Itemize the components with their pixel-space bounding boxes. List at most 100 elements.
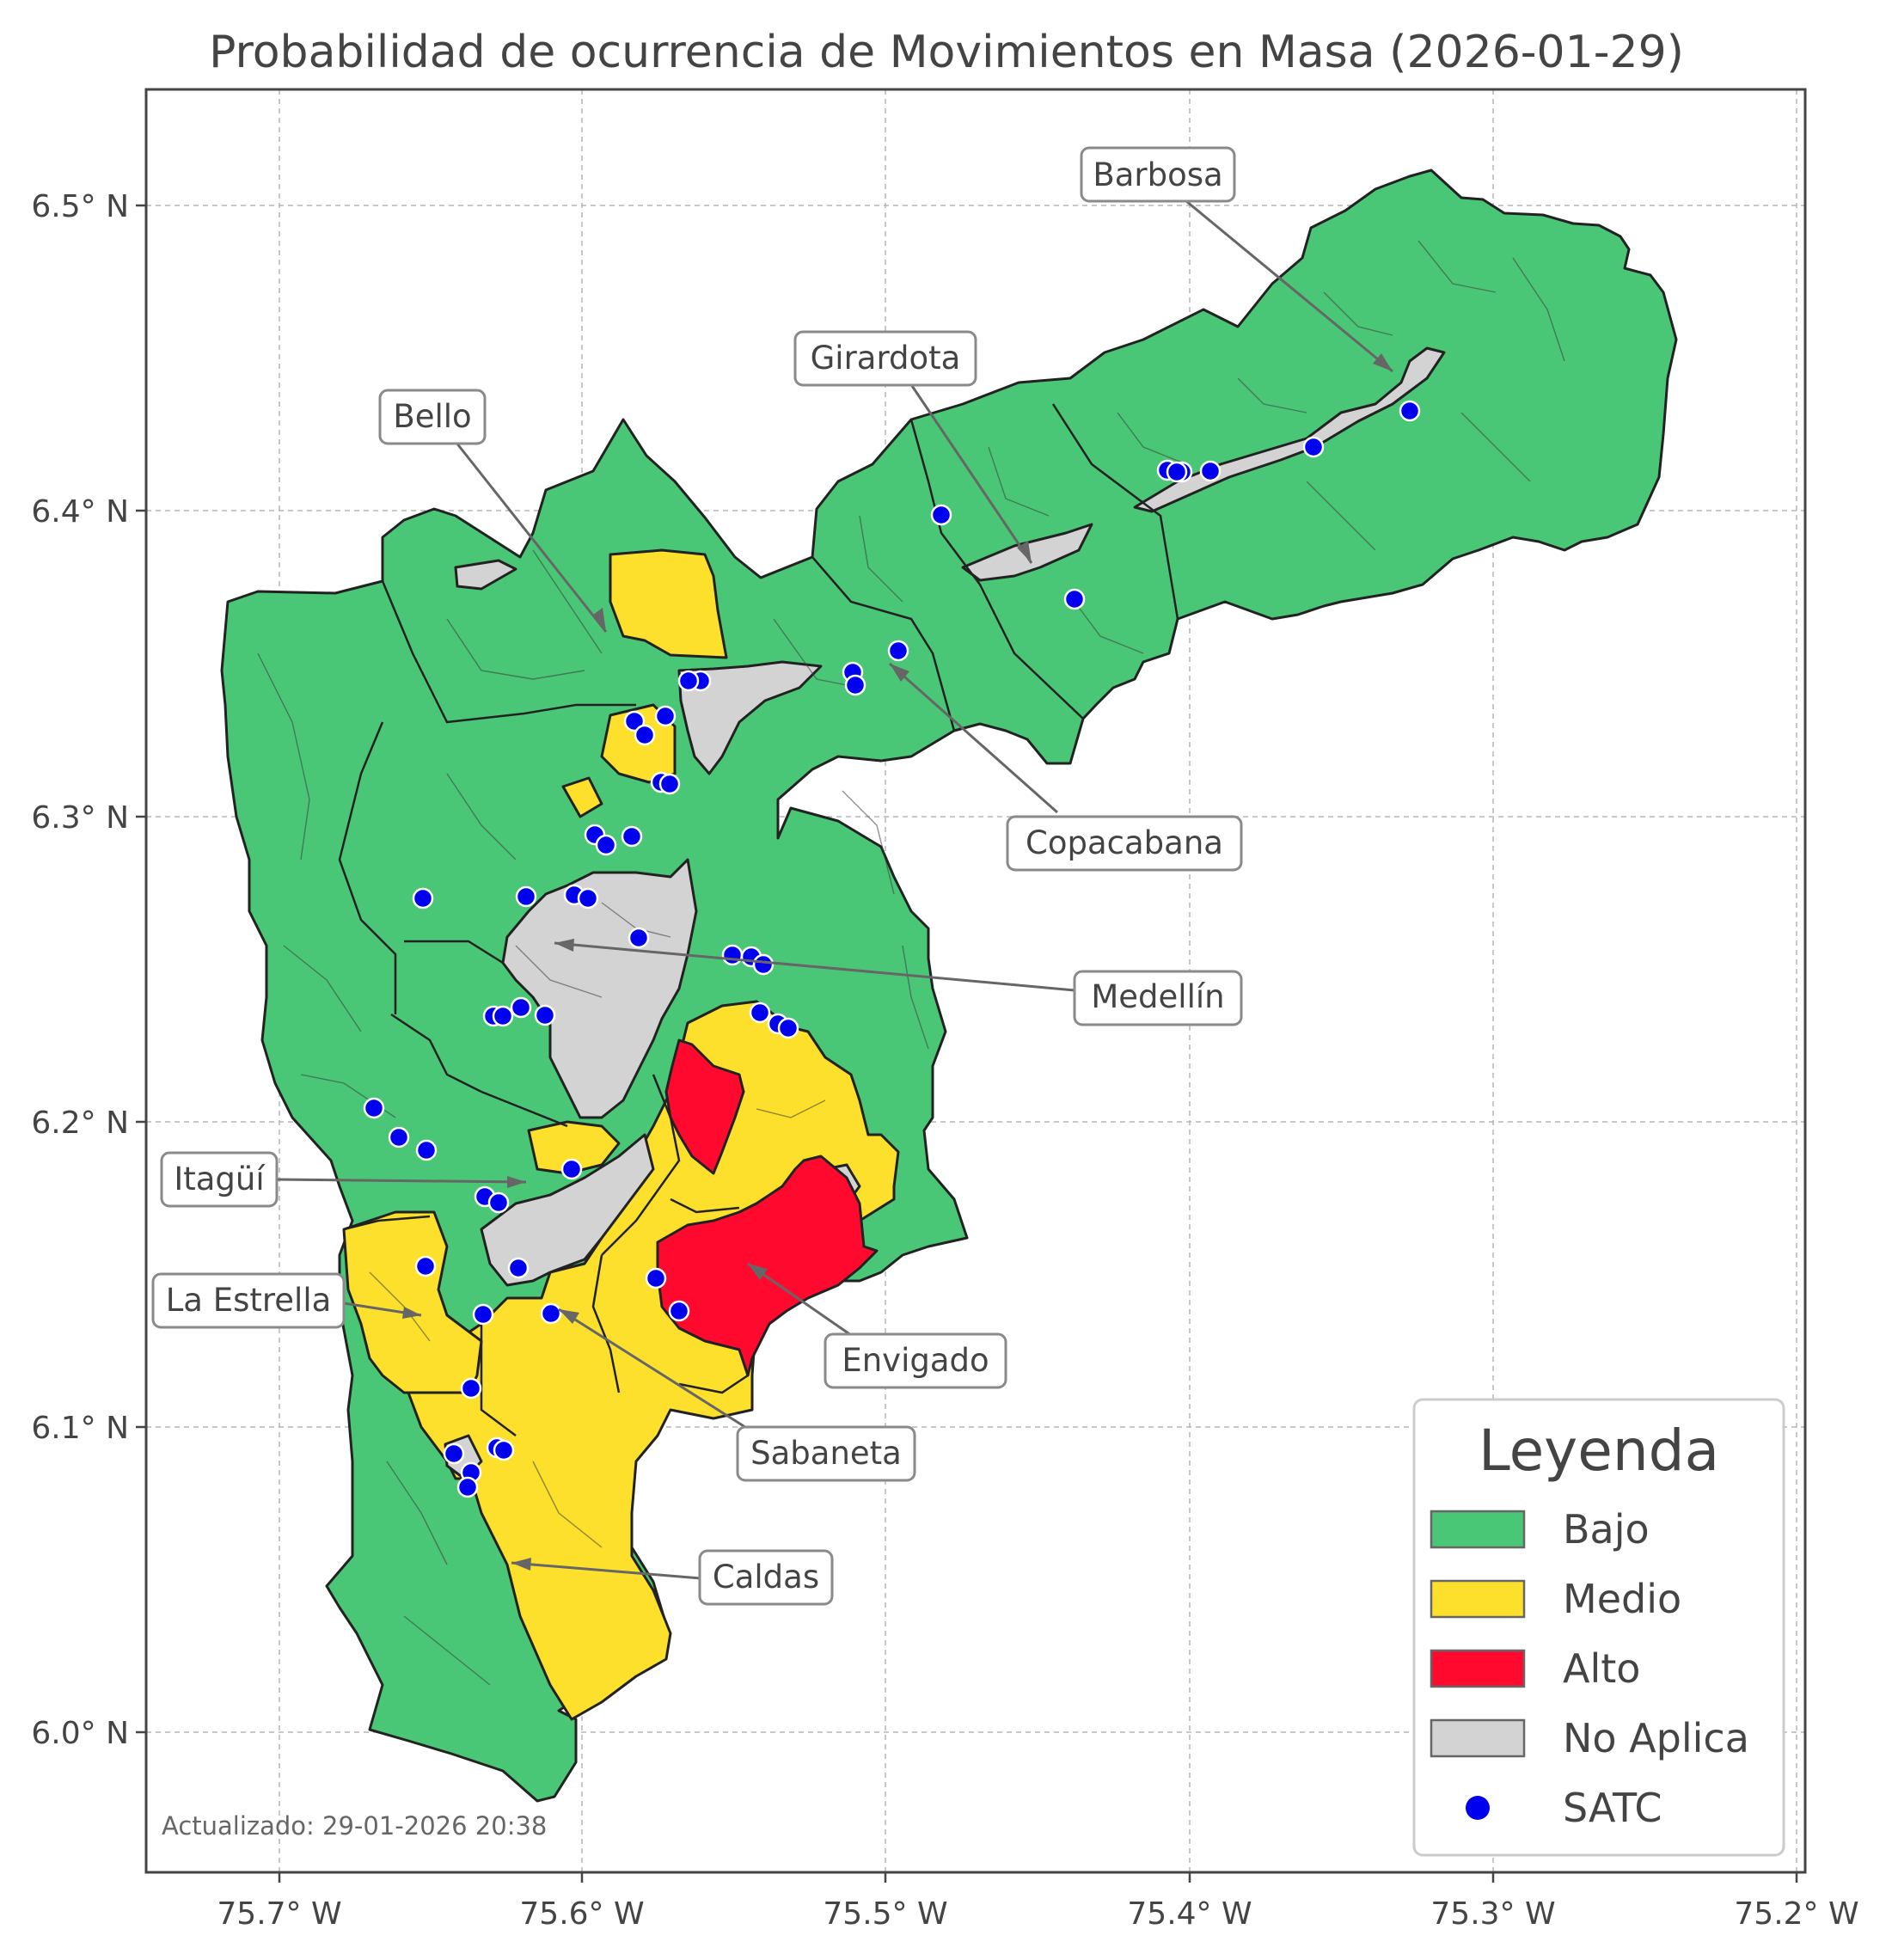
satc-station-marker[interactable] xyxy=(577,887,599,910)
region-medio-bello-2 xyxy=(561,776,603,818)
satc-station-marker[interactable] xyxy=(492,1005,514,1027)
x-tick-labels: 75.7° W 75.6° W 75.5° W 75.4° W 75.3° W … xyxy=(217,1896,1858,1932)
satc-station-marker[interactable] xyxy=(412,887,434,910)
satc-station-marker[interactable] xyxy=(1199,460,1222,482)
x-tick-label: 75.3° W xyxy=(1430,1896,1555,1932)
legend-item-bajo: Bajo xyxy=(1430,1506,1650,1553)
satc-station-marker[interactable] xyxy=(1063,588,1086,610)
x-tick-label: 75.6° W xyxy=(519,1896,644,1932)
satc-station-marker[interactable] xyxy=(752,953,775,976)
satc-station-marker[interactable] xyxy=(534,1004,556,1026)
callout-caldas: Caldas xyxy=(698,1549,834,1606)
callout-itagui: Itagüí xyxy=(160,1151,279,1208)
satc-station-marker[interactable] xyxy=(515,885,537,908)
satc-station-marker[interactable] xyxy=(645,1267,667,1289)
region-alto-medellin-east xyxy=(664,1038,745,1175)
map-title: Probabilidad de ocurrencia de Movimiento… xyxy=(209,27,1684,78)
satc-station-marker[interactable] xyxy=(887,640,909,662)
satc-station-marker[interactable] xyxy=(415,1139,438,1161)
satc-station-marker[interactable] xyxy=(493,1439,515,1461)
satc-station-marker[interactable] xyxy=(677,670,700,692)
callout-la-estrella: La Estrella xyxy=(151,1272,346,1329)
satc-station-marker[interactable] xyxy=(658,773,681,795)
callout-label: Itagüí xyxy=(174,1161,266,1197)
satc-stations xyxy=(363,400,1421,1498)
callout-medellin: Medellín xyxy=(1073,970,1243,1026)
satc-station-marker[interactable] xyxy=(628,927,650,949)
callout-arrowheads xyxy=(402,353,1393,1571)
satc-station-marker[interactable] xyxy=(507,1257,530,1279)
y-tick-label: 6.4° N xyxy=(31,494,129,530)
callout-label: Sabaneta xyxy=(750,1435,902,1472)
callout-bello: Bello xyxy=(378,389,487,445)
y-tick-label: 6.2° N xyxy=(31,1106,129,1141)
x-tick-label: 75.2° W xyxy=(1734,1896,1858,1932)
legend-label: Alto xyxy=(1563,1645,1640,1692)
satc-station-marker[interactable] xyxy=(930,504,952,526)
callout-label: Barbosa xyxy=(1093,156,1222,193)
region-no-aplica-copacabana xyxy=(677,660,823,775)
updated-timestamp: Actualizado: 29-01-2026 20:38 xyxy=(162,1811,547,1841)
callout-label: Medellín xyxy=(1091,978,1224,1015)
satc-station-marker[interactable] xyxy=(388,1126,410,1148)
axes-frame xyxy=(144,88,1807,1874)
satc-station-marker[interactable] xyxy=(654,705,677,727)
satc-station-marker[interactable] xyxy=(460,1377,482,1400)
satc-station-marker[interactable] xyxy=(595,834,617,856)
satc-station-marker[interactable] xyxy=(777,1017,799,1039)
callout-envigado: Envigado xyxy=(824,1332,1007,1389)
satc-station-marker[interactable] xyxy=(749,1001,771,1024)
satc-station-marker[interactable] xyxy=(623,710,646,732)
legend-swatch xyxy=(1430,1718,1526,1758)
x-tick-label: 75.5° W xyxy=(823,1896,947,1932)
callout-labels: Barbosa Girardota Bello Copacabana Medel… xyxy=(151,146,1243,1606)
legend-swatch xyxy=(1430,1649,1526,1688)
legend-item-medio: Medio xyxy=(1430,1576,1681,1622)
satc-station-marker[interactable] xyxy=(456,1476,479,1498)
x-tick-label: 75.4° W xyxy=(1127,1896,1252,1932)
legend-label: Medio xyxy=(1563,1576,1681,1622)
callout-label: Girardota xyxy=(811,340,961,377)
region-alto-envigado xyxy=(656,1155,879,1377)
satc-station-marker[interactable] xyxy=(540,1302,562,1325)
satc-station-marker[interactable] xyxy=(721,944,744,966)
satc-station-marker[interactable] xyxy=(1399,400,1421,422)
legend-swatch xyxy=(1466,1796,1490,1820)
legend-title: Leyenda xyxy=(1479,1418,1719,1484)
callout-arrows xyxy=(274,199,1393,1580)
satc-station-marker[interactable] xyxy=(363,1097,385,1119)
legend-label: Bajo xyxy=(1563,1506,1650,1553)
region-medio-north xyxy=(609,548,728,659)
satc-station-marker[interactable] xyxy=(844,674,866,696)
callout-sabaneta: Sabaneta xyxy=(736,1425,916,1482)
callout-label: Caldas xyxy=(713,1559,819,1596)
callout-barbosa: Barbosa xyxy=(1080,146,1236,203)
y-tick-label: 6.5° N xyxy=(31,189,129,224)
satc-station-marker[interactable] xyxy=(472,1303,494,1326)
y-tick-label: 6.1° N xyxy=(31,1411,129,1446)
legend-item-alto: Alto xyxy=(1430,1645,1640,1692)
satc-station-marker[interactable] xyxy=(668,1300,690,1322)
callout-label: Bello xyxy=(393,398,471,435)
legend: Leyenda Bajo Medio Alto No Aplica SATC xyxy=(1412,1398,1785,1857)
y-tick-label: 6.0° N xyxy=(31,1716,129,1751)
satc-station-marker[interactable] xyxy=(560,1158,583,1180)
callout-copacabana: Copacabana xyxy=(1006,815,1243,872)
satc-station-marker[interactable] xyxy=(634,724,656,746)
legend-item-satc: SATC xyxy=(1466,1785,1662,1831)
satc-station-marker[interactable] xyxy=(487,1191,510,1214)
x-tick-label: 75.7° W xyxy=(217,1896,341,1932)
satc-station-marker[interactable] xyxy=(621,825,643,848)
satc-station-marker[interactable] xyxy=(414,1255,437,1277)
satc-station-marker[interactable] xyxy=(1166,461,1188,483)
y-tick-label: 6.3° N xyxy=(31,800,129,836)
legend-label: SATC xyxy=(1563,1785,1662,1831)
satc-station-marker[interactable] xyxy=(443,1442,465,1465)
satc-station-marker[interactable] xyxy=(1302,436,1325,458)
municipality-borders xyxy=(338,403,1179,1436)
callout-label: Envigado xyxy=(842,1342,989,1379)
satc-station-marker[interactable] xyxy=(510,996,532,1019)
callout-girardota: Girardota xyxy=(793,330,977,387)
